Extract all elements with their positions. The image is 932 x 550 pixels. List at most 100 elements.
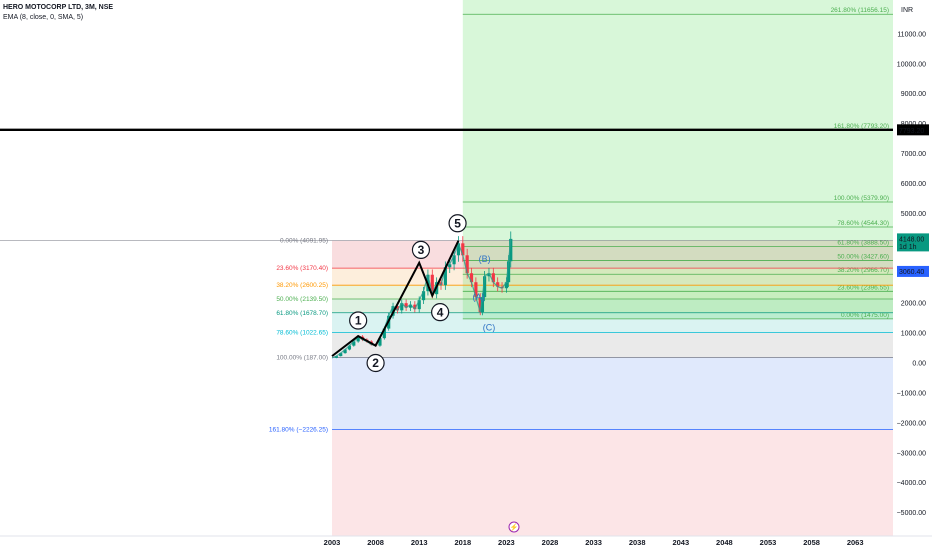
fib-extension-label: 61.80% (3888.50) <box>837 240 889 247</box>
x-tick-label: 2008 <box>367 538 384 547</box>
indicator-legend[interactable]: EMA (8, close, 0, SMA, 5) <box>3 14 84 21</box>
wave-marker-circle <box>366 353 385 373</box>
flash-icon[interactable] <box>508 521 520 533</box>
fib-extension-label: 161.80% (7793.20) <box>834 123 889 130</box>
fib-extension-label: 38.20% (2966.70) <box>837 267 889 274</box>
x-tick-label: 2053 <box>760 538 777 547</box>
candle-body <box>496 282 500 287</box>
candle-body <box>487 273 491 277</box>
price-tag <box>897 265 929 277</box>
fib-level-label: 38.20% (2600.25) <box>276 282 328 289</box>
candle-body <box>395 306 399 311</box>
symbol-title[interactable]: HERO MOTOCORP LTD, 3M, NSE <box>3 4 114 11</box>
wave-label: 5 <box>454 216 461 230</box>
x-tick-label: 2018 <box>454 538 471 547</box>
y-tick-label: 10000.00 <box>897 61 926 68</box>
price-tag <box>897 233 929 252</box>
candle-body <box>378 338 382 346</box>
y-tick-label: 2000.00 <box>901 301 926 308</box>
x-tick-label: 2028 <box>542 538 559 547</box>
candle-body <box>465 255 469 274</box>
flash-icon-glyph: ⚡ <box>510 523 519 532</box>
fib-level-label: 50.00% (2139.50) <box>276 296 328 303</box>
candle-body <box>430 274 434 295</box>
wave-marker-circle <box>411 240 431 260</box>
fib-level-label: 23.60% (3170.40) <box>276 265 328 272</box>
candle-body <box>408 304 413 308</box>
wave-sublabel: (C) <box>483 323 496 333</box>
candle-body <box>343 349 347 354</box>
candle-body <box>504 282 508 289</box>
candle-body <box>506 261 511 283</box>
wave-label: 2 <box>372 356 379 370</box>
candle-body <box>421 291 426 301</box>
y-tick-label: −3000.00 <box>897 450 926 457</box>
y-tick-label: −1000.00 <box>897 390 926 397</box>
price-tag-text: 3060.40 <box>899 269 924 276</box>
y-tick-label: 6000.00 <box>901 181 926 188</box>
fib-level-label: 78.60% (1022.65) <box>276 329 328 336</box>
candle-body <box>452 255 456 265</box>
x-tick-label: 2023 <box>498 538 515 547</box>
wave-marker-circle <box>431 303 450 322</box>
wave-sublabel: (A) <box>472 292 484 302</box>
wave-label: 3 <box>418 243 425 257</box>
candle-body <box>356 336 360 342</box>
x-tick-label: 2003 <box>324 538 341 547</box>
fib-extension-label: 78.60% (4544.30) <box>837 220 889 227</box>
candle-body <box>448 264 452 268</box>
candle-body <box>339 353 343 357</box>
price-tag-sublabel: 1d 1h <box>899 244 917 251</box>
candle-body <box>404 303 408 308</box>
fib-extension-label: 50.00% (3427.60) <box>837 253 889 260</box>
wave-marker-circle <box>448 214 467 233</box>
candle-body <box>456 243 461 256</box>
candle-body <box>461 243 465 256</box>
candle-body <box>417 300 421 310</box>
candle-body <box>334 356 338 358</box>
fib-band <box>332 312 893 333</box>
hline-price-tag-text: 7793.20 <box>899 128 924 135</box>
currency-label: INR <box>901 7 913 14</box>
fib-band <box>332 332 893 358</box>
elliott-wave-path <box>331 240 460 357</box>
candle-body <box>413 304 417 310</box>
y-tick-label: 9000.00 <box>901 91 926 98</box>
y-tick-label: 5000.00 <box>901 211 926 218</box>
fib-band <box>332 429 893 536</box>
fib-band <box>332 357 893 430</box>
fib-level-label: 161.80% (−2226.25) <box>269 427 328 434</box>
wave-sublabel: (B) <box>479 254 491 264</box>
y-tick-label: −5000.00 <box>897 510 926 517</box>
x-tick-label: 2038 <box>629 538 646 547</box>
candle-body <box>483 276 487 298</box>
wave-label: 4 <box>437 305 444 319</box>
fib-extension-zone <box>462 0 893 319</box>
fib-extension-label: 23.60% (2396.55) <box>837 284 889 291</box>
y-tick-label: 1000.00 <box>901 331 926 338</box>
candle-body <box>382 328 386 339</box>
price-tag-text: 4148.00 <box>899 236 924 243</box>
fib-extension-label: 0.00% (1475.00) <box>841 312 889 319</box>
fib-extension-label: 100.00% (5379.90) <box>834 195 889 202</box>
y-tick-label: 11000.00 <box>897 31 926 38</box>
candle-body <box>509 238 513 262</box>
fib-level-label: 61.80% (1678.70) <box>276 310 328 317</box>
y-tick-label: −4000.00 <box>897 480 926 487</box>
x-tick-label: 2033 <box>585 538 602 547</box>
candle-body <box>491 273 495 283</box>
x-tick-label: 2043 <box>672 538 689 547</box>
y-tick-label: −2000.00 <box>897 420 926 427</box>
candle-body <box>469 273 474 283</box>
x-tick-label: 2063 <box>847 538 864 547</box>
wave-marker-circle <box>349 311 368 330</box>
fib-level-label: 0.00% (4091.95) <box>280 238 328 245</box>
y-tick-label: 0.00 <box>912 361 926 368</box>
candle-body <box>478 297 482 313</box>
x-tick-label: 2013 <box>411 538 428 547</box>
candle-body <box>443 267 447 286</box>
fib-band <box>332 298 893 313</box>
fib-extension-label: 261.80% (11656.15) <box>831 7 889 14</box>
